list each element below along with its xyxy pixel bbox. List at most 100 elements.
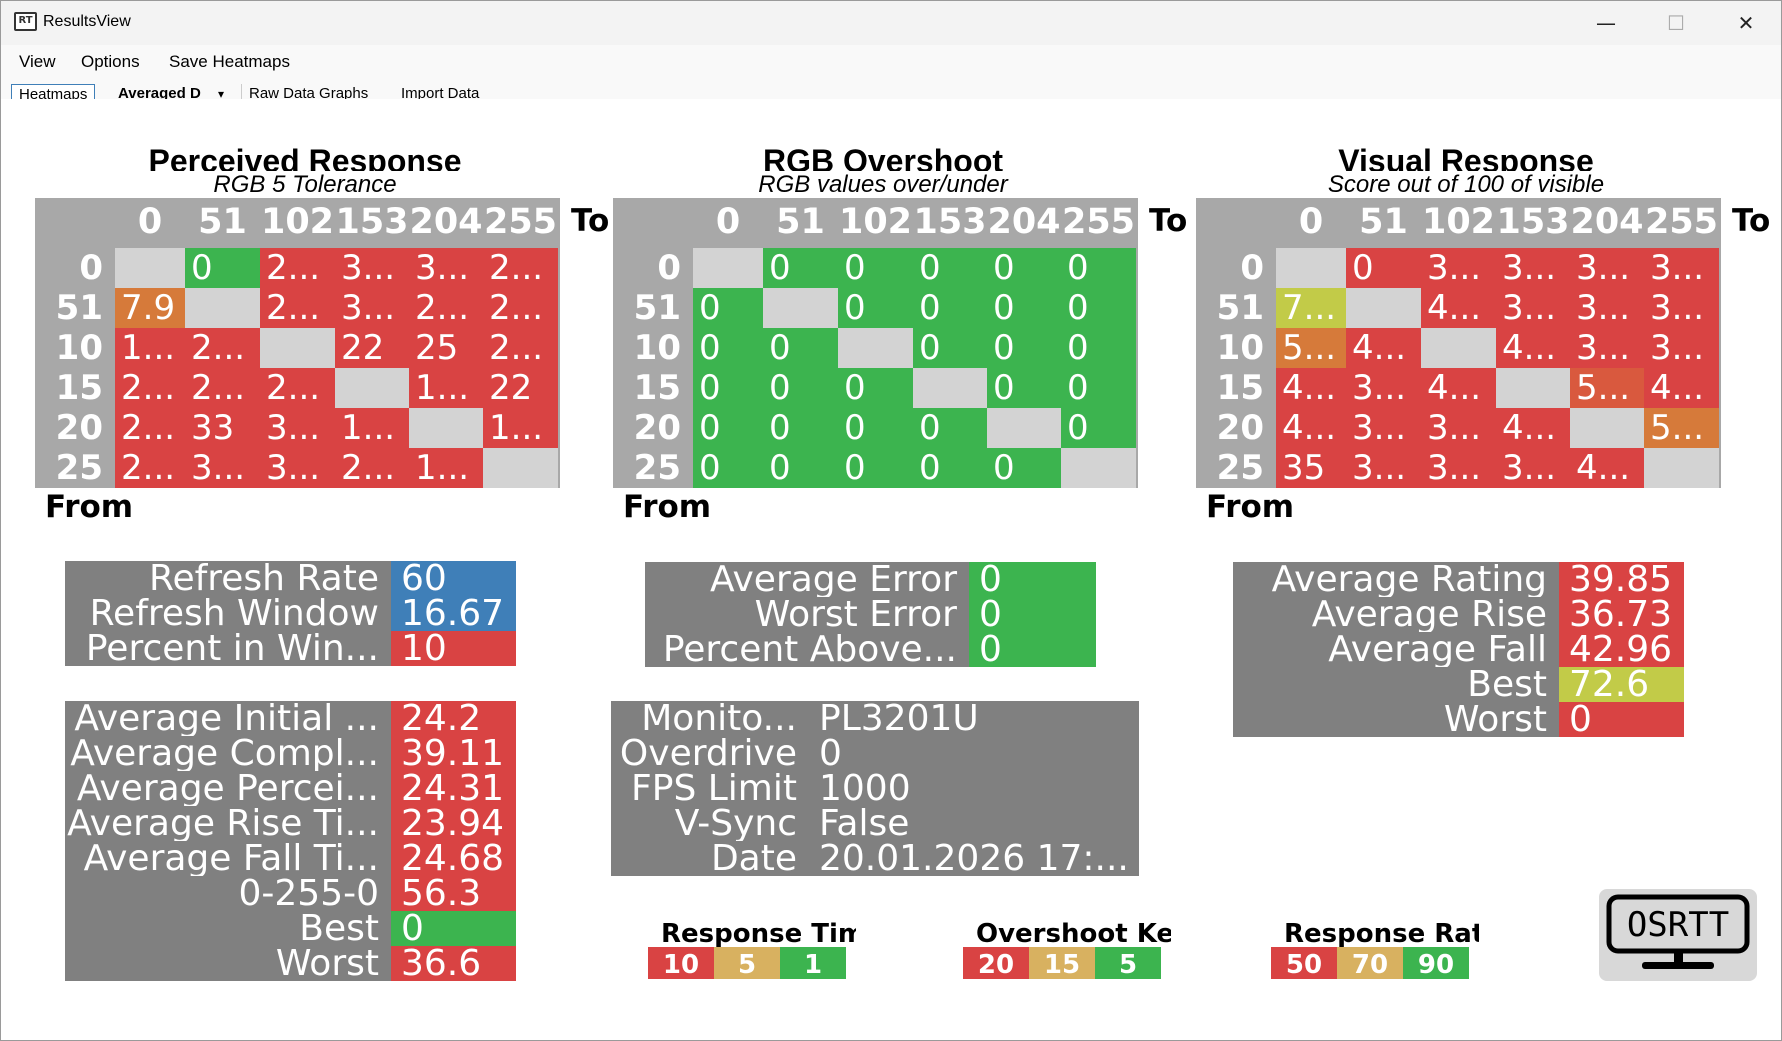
heatmap-cell[interactable]: 3... — [335, 248, 409, 288]
heatmap-cell[interactable]: 0 — [693, 368, 763, 408]
heatmap-cell[interactable]: 2... — [260, 368, 335, 408]
heatmap-cell[interactable]: 0 — [763, 448, 838, 488]
heatmap-cell[interactable]: 3... — [1644, 288, 1719, 328]
close-button[interactable]: ✕ — [1737, 11, 1755, 35]
heatmap-cell[interactable]: 4... — [1570, 448, 1644, 488]
heatmap-cell[interactable]: 0 — [913, 328, 987, 368]
heatmap-cell[interactable] — [1570, 408, 1644, 448]
heatmap-cell[interactable]: 25 — [409, 328, 483, 368]
heatmap-cell[interactable]: 5... — [1644, 408, 1719, 448]
heatmap-cell[interactable]: 7.9 — [115, 288, 185, 328]
heatmap-cell[interactable]: 0 — [1061, 368, 1136, 408]
heatmap-cell[interactable]: 0 — [913, 448, 987, 488]
heatmap-cell[interactable] — [1346, 288, 1421, 328]
heatmap-cell[interactable]: 0 — [838, 448, 913, 488]
heatmap-cell[interactable]: 33 — [185, 408, 260, 448]
heatmap-cell[interactable]: 4... — [1644, 368, 1719, 408]
minimize-button[interactable]: — — [1596, 11, 1616, 35]
heatmap-cell[interactable]: 0 — [987, 368, 1061, 408]
heatmap-cell[interactable]: 1... — [483, 408, 558, 448]
heatmap-cell[interactable]: 1... — [409, 448, 483, 488]
heatmap-cell[interactable]: 3... — [260, 408, 335, 448]
heatmap-cell[interactable]: 3... — [260, 448, 335, 488]
heatmap-cell[interactable] — [1496, 368, 1570, 408]
heatmap-cell[interactable]: 2... — [185, 328, 260, 368]
heatmap-cell[interactable]: 2... — [115, 408, 185, 448]
heatmap-cell[interactable]: 7... — [1276, 288, 1346, 328]
tab-heatmaps[interactable]: Heatmaps — [11, 84, 96, 99]
heatmap-cell[interactable]: 0 — [913, 408, 987, 448]
heatmap-cell[interactable]: 3... — [1570, 288, 1644, 328]
heatmap-cell[interactable]: 3... — [1570, 248, 1644, 288]
heatmap-cell[interactable]: 0 — [1061, 248, 1136, 288]
heatmap-cell[interactable]: 3... — [1496, 288, 1570, 328]
heatmap-cell[interactable]: 2... — [260, 248, 335, 288]
heatmap-cell[interactable]: 2... — [483, 328, 558, 368]
heatmap-cell[interactable]: 3... — [409, 248, 483, 288]
heatmap-cell[interactable] — [260, 328, 335, 368]
heatmap-cell[interactable]: 3... — [1421, 248, 1496, 288]
heatmap-cell[interactable]: 0 — [838, 408, 913, 448]
menu-save-heatmaps[interactable]: Save Heatmaps — [169, 52, 290, 71]
heatmap-cell[interactable]: 0 — [763, 248, 838, 288]
heatmap-cell[interactable]: 0 — [693, 408, 763, 448]
heatmap-cell[interactable]: 0 — [913, 248, 987, 288]
heatmap-cell[interactable]: 2... — [483, 288, 558, 328]
heatmap-cell[interactable]: 2... — [409, 288, 483, 328]
heatmap-cell[interactable]: 0 — [763, 328, 838, 368]
heatmap-cell[interactable]: 5... — [1276, 328, 1346, 368]
heatmap-cell[interactable]: 3... — [1496, 448, 1570, 488]
heatmap-cell[interactable]: 22 — [483, 368, 558, 408]
heatmap-cell[interactable]: 0 — [763, 408, 838, 448]
heatmap-cell[interactable] — [409, 408, 483, 448]
heatmap-cell[interactable]: 3... — [1421, 408, 1496, 448]
heatmap-cell[interactable]: 0 — [838, 248, 913, 288]
heatmap-cell[interactable]: 4... — [1496, 328, 1570, 368]
heatmap-cell[interactable] — [115, 248, 185, 288]
tab-raw-data-graphs[interactable]: Raw Data Graphs — [241, 84, 375, 99]
tab-dropdown-icon[interactable]: ▾ — [218, 87, 225, 99]
heatmap-cell[interactable] — [987, 408, 1061, 448]
heatmap-cell[interactable]: 0 — [693, 288, 763, 328]
tab-averaged[interactable]: Averaged D — [118, 85, 201, 99]
heatmap-cell[interactable]: 4... — [1276, 368, 1346, 408]
heatmap-cell[interactable]: 3... — [1421, 448, 1496, 488]
heatmap-cell[interactable] — [1276, 248, 1346, 288]
heatmap-cell[interactable]: 3... — [1496, 248, 1570, 288]
heatmap-cell[interactable]: 22 — [335, 328, 409, 368]
menu-view[interactable]: View — [19, 52, 56, 71]
heatmap-cell[interactable]: 3... — [335, 288, 409, 328]
heatmap-cell[interactable] — [483, 448, 558, 488]
heatmap-cell[interactable]: 4... — [1276, 408, 1346, 448]
maximize-button[interactable]: ☐ — [1667, 11, 1685, 35]
heatmap-cell[interactable]: 2... — [483, 248, 558, 288]
heatmap-cell[interactable] — [335, 368, 409, 408]
heatmap-cell[interactable]: 0 — [1061, 408, 1136, 448]
heatmap-cell[interactable]: 0 — [693, 448, 763, 488]
heatmap-cell[interactable]: 0 — [987, 328, 1061, 368]
heatmap-cell[interactable]: 2... — [115, 368, 185, 408]
heatmap-cell[interactable]: 35 — [1276, 448, 1346, 488]
heatmap-cell[interactable]: 4... — [1346, 328, 1421, 368]
heatmap-cell[interactable]: 3... — [1346, 408, 1421, 448]
heatmap-cell[interactable]: 0 — [987, 448, 1061, 488]
heatmap-cell[interactable]: 0 — [987, 288, 1061, 328]
heatmap-cell[interactable]: 3... — [1644, 328, 1719, 368]
heatmap-cell[interactable] — [838, 328, 913, 368]
heatmap-cell[interactable]: 3... — [1644, 248, 1719, 288]
heatmap-cell[interactable]: 2... — [185, 368, 260, 408]
heatmap-cell[interactable]: 0 — [185, 248, 260, 288]
heatmap-cell[interactable]: 4... — [1496, 408, 1570, 448]
heatmap-cell[interactable]: 0 — [838, 368, 913, 408]
heatmap-cell[interactable] — [1644, 448, 1719, 488]
heatmap-cell[interactable]: 2... — [115, 448, 185, 488]
heatmap-cell[interactable]: 0 — [838, 288, 913, 328]
heatmap-cell[interactable]: 3... — [1346, 368, 1421, 408]
heatmap-cell[interactable]: 1... — [115, 328, 185, 368]
heatmap-cell[interactable]: 2... — [335, 448, 409, 488]
heatmap-cell[interactable] — [185, 288, 260, 328]
heatmap-cell[interactable]: 4... — [1421, 288, 1496, 328]
tab-import-data[interactable]: Import Data — [401, 85, 480, 99]
heatmap-cell[interactable]: 0 — [693, 328, 763, 368]
heatmap-cell[interactable]: 0 — [987, 248, 1061, 288]
